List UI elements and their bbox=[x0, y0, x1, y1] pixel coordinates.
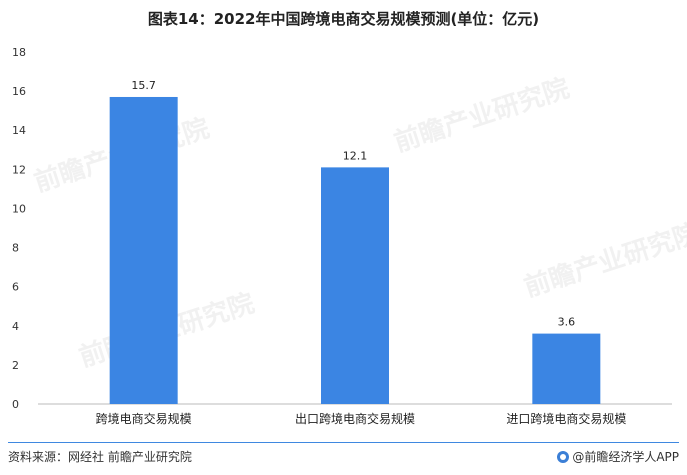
bar-0 bbox=[109, 96, 178, 404]
footer: 资料来源：网经社 前瞻产业研究院 @前瞻经济学人APP bbox=[0, 442, 687, 475]
y-tick-label-1: 2 bbox=[12, 359, 19, 372]
chart-title: 图表14：2022年中国跨境电商交易规模预测(单位：亿元) bbox=[147, 10, 540, 28]
bars-group bbox=[109, 96, 601, 404]
bar-value-label-1: 12.1 bbox=[343, 149, 368, 162]
brand-logo-icon bbox=[557, 450, 570, 463]
bar-2 bbox=[532, 333, 601, 404]
y-tick-label-0: 0 bbox=[12, 398, 19, 411]
brand: @前瞻经济学人APP bbox=[557, 448, 679, 465]
bar-chart: 0 2 4 6 8 10 12 14 16 18 15.7 12.1 3.6 跨境电商交易规模 出口跨境… bbox=[12, 46, 672, 426]
y-tick-label-6: 12 bbox=[12, 163, 26, 176]
x-category-label-0: 跨境电商交易规模 bbox=[96, 411, 192, 426]
x-category-label-1: 出口跨境电商交易规模 bbox=[295, 411, 415, 426]
y-tick-label-3: 6 bbox=[12, 281, 19, 294]
brand-text: @前瞻经济学人APP bbox=[572, 450, 679, 464]
bar-value-label-2: 3.6 bbox=[558, 316, 576, 329]
y-tick-label-7: 14 bbox=[12, 124, 26, 137]
footer-divider bbox=[8, 442, 679, 443]
x-category-label-2: 进口跨境电商交易规模 bbox=[506, 411, 626, 426]
bar-1 bbox=[321, 167, 389, 404]
y-tick-label-4: 8 bbox=[12, 242, 19, 255]
bar-value-label-0: 15.7 bbox=[131, 79, 156, 92]
value-labels-group: 15.7 12.1 3.6 bbox=[131, 79, 575, 329]
source-text: 资料来源：网经社 前瞻产业研究院 bbox=[8, 450, 192, 464]
x-axis-labels: 跨境电商交易规模 出口跨境电商交易规模 进口跨境电商交易规模 bbox=[96, 411, 627, 426]
y-tick-label-5: 10 bbox=[12, 202, 26, 215]
y-tick-label-8: 16 bbox=[12, 85, 26, 98]
y-tick-label-2: 4 bbox=[12, 320, 19, 333]
y-tick-label-9: 18 bbox=[12, 46, 26, 59]
y-axis-ticks: 0 2 4 6 8 10 12 14 16 18 bbox=[12, 46, 26, 411]
